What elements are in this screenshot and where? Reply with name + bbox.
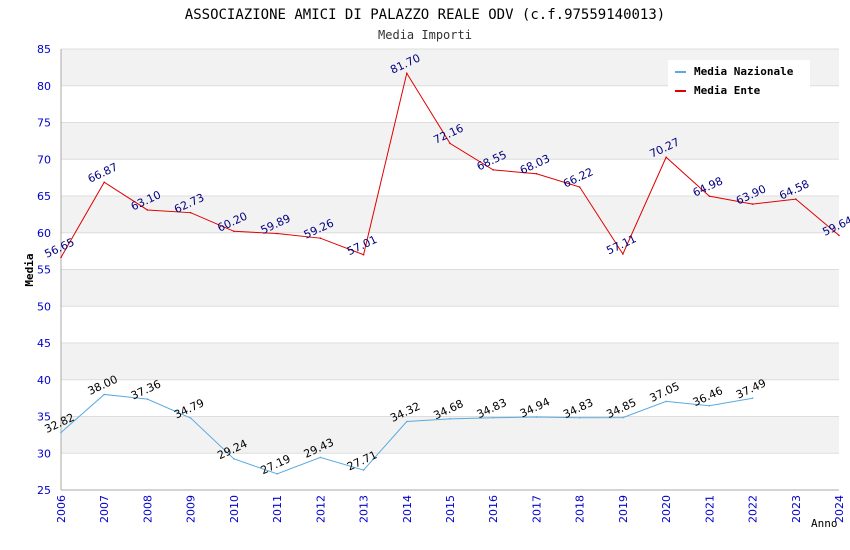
y-tick-label: 50 [37, 300, 51, 313]
x-tick-label: 2007 [98, 495, 111, 523]
data-point [362, 469, 365, 471]
x-tick-label: 2023 [790, 495, 803, 523]
chart-subtitle: Media Importi [378, 28, 472, 42]
y-tick-label: 80 [37, 80, 51, 93]
x-tick-label: 2009 [185, 495, 198, 523]
legend-label-media-nazionale: Media Nazionale [694, 65, 794, 78]
data-point [233, 230, 235, 233]
series-group [60, 71, 840, 475]
legend-label-media-ente: Media Ente [694, 84, 761, 97]
x-tick-label: 2013 [358, 495, 371, 523]
y-tick-label: 30 [37, 447, 51, 460]
y-tick-label: 45 [37, 337, 51, 350]
x-tick-label: 2008 [141, 495, 154, 523]
data-point [146, 398, 149, 400]
data-point [60, 431, 62, 434]
data-point [535, 172, 538, 175]
data-point [319, 237, 322, 239]
y-tick-label: 60 [37, 227, 51, 240]
x-tick-label: 2022 [747, 495, 760, 523]
y-tick-label: 70 [37, 153, 51, 166]
data-point [492, 416, 495, 419]
data-point [103, 181, 106, 184]
data-label: 37.05 [648, 380, 682, 405]
y-tick-label: 55 [37, 264, 51, 277]
x-tick-label: 2016 [487, 495, 500, 523]
y-tick-label: 40 [37, 374, 51, 387]
data-point [449, 418, 451, 420]
data-point [708, 195, 711, 197]
x-tick-label: 2011 [271, 495, 284, 523]
x-tick-label: 2019 [617, 495, 630, 523]
legend: Media Nazionale Media Ente [668, 60, 810, 101]
x-tick-label: 2010 [228, 495, 241, 523]
data-point [578, 186, 581, 188]
x-tick-label: 2018 [574, 495, 587, 523]
band [61, 196, 839, 233]
x-tick-label: 2006 [55, 495, 68, 523]
data-point [535, 416, 538, 418]
legend-box [668, 60, 810, 101]
data-point [189, 417, 192, 419]
data-point [405, 420, 408, 423]
y-tick-label: 25 [37, 484, 51, 497]
data-point [622, 416, 624, 419]
data-point [492, 169, 495, 171]
data-point [449, 142, 451, 145]
x-axis-ticks: 2006 2007 2008 2009 2010 2011 2012 2013 2014 2015… [55, 495, 846, 523]
data-point [751, 397, 754, 399]
x-tick-label: 2021 [703, 495, 716, 523]
y-axis-ticks: 25 30 35 40 45 50 55 60 65 70 75 80 85 [37, 43, 51, 497]
x-tick-label: 2012 [314, 495, 327, 523]
y-tick-label: 35 [37, 411, 51, 424]
x-tick-label: 2017 [530, 495, 543, 523]
data-point [405, 72, 408, 75]
x-tick-label: 2020 [660, 495, 673, 523]
data-point [146, 209, 149, 211]
data-point [60, 256, 62, 259]
data-point [189, 211, 192, 214]
y-tick-label: 75 [37, 117, 51, 130]
band [61, 269, 839, 307]
y-tick-label: 65 [37, 190, 51, 203]
data-point [276, 473, 278, 475]
band [61, 416, 839, 454]
data-point [622, 253, 624, 255]
chart-title: ASSOCIAZIONE AMICI DI PALAZZO REALE ODV … [185, 7, 665, 23]
data-point [665, 156, 667, 159]
data-label: 57.11 [604, 232, 638, 257]
data-point [319, 456, 322, 459]
x-tick-label: 2015 [444, 495, 457, 523]
data-point [103, 393, 106, 396]
data-label: 66.87 [86, 161, 120, 186]
band [61, 343, 839, 380]
x-tick-label: 2014 [401, 495, 414, 523]
band [61, 122, 839, 160]
data-point [578, 416, 581, 419]
data-point [708, 404, 711, 407]
data-point [838, 234, 840, 237]
x-axis-label: Anno [811, 517, 838, 530]
data-point [665, 400, 667, 403]
y-axis-label: Media [23, 253, 36, 286]
data-point [276, 232, 278, 235]
data-point [362, 253, 365, 256]
axes [60, 49, 839, 491]
data-point [751, 203, 754, 205]
x-tick-label: 2024 [833, 495, 846, 523]
y-tick-label: 85 [37, 43, 51, 56]
data-point [233, 458, 235, 460]
data-point [794, 198, 797, 200]
